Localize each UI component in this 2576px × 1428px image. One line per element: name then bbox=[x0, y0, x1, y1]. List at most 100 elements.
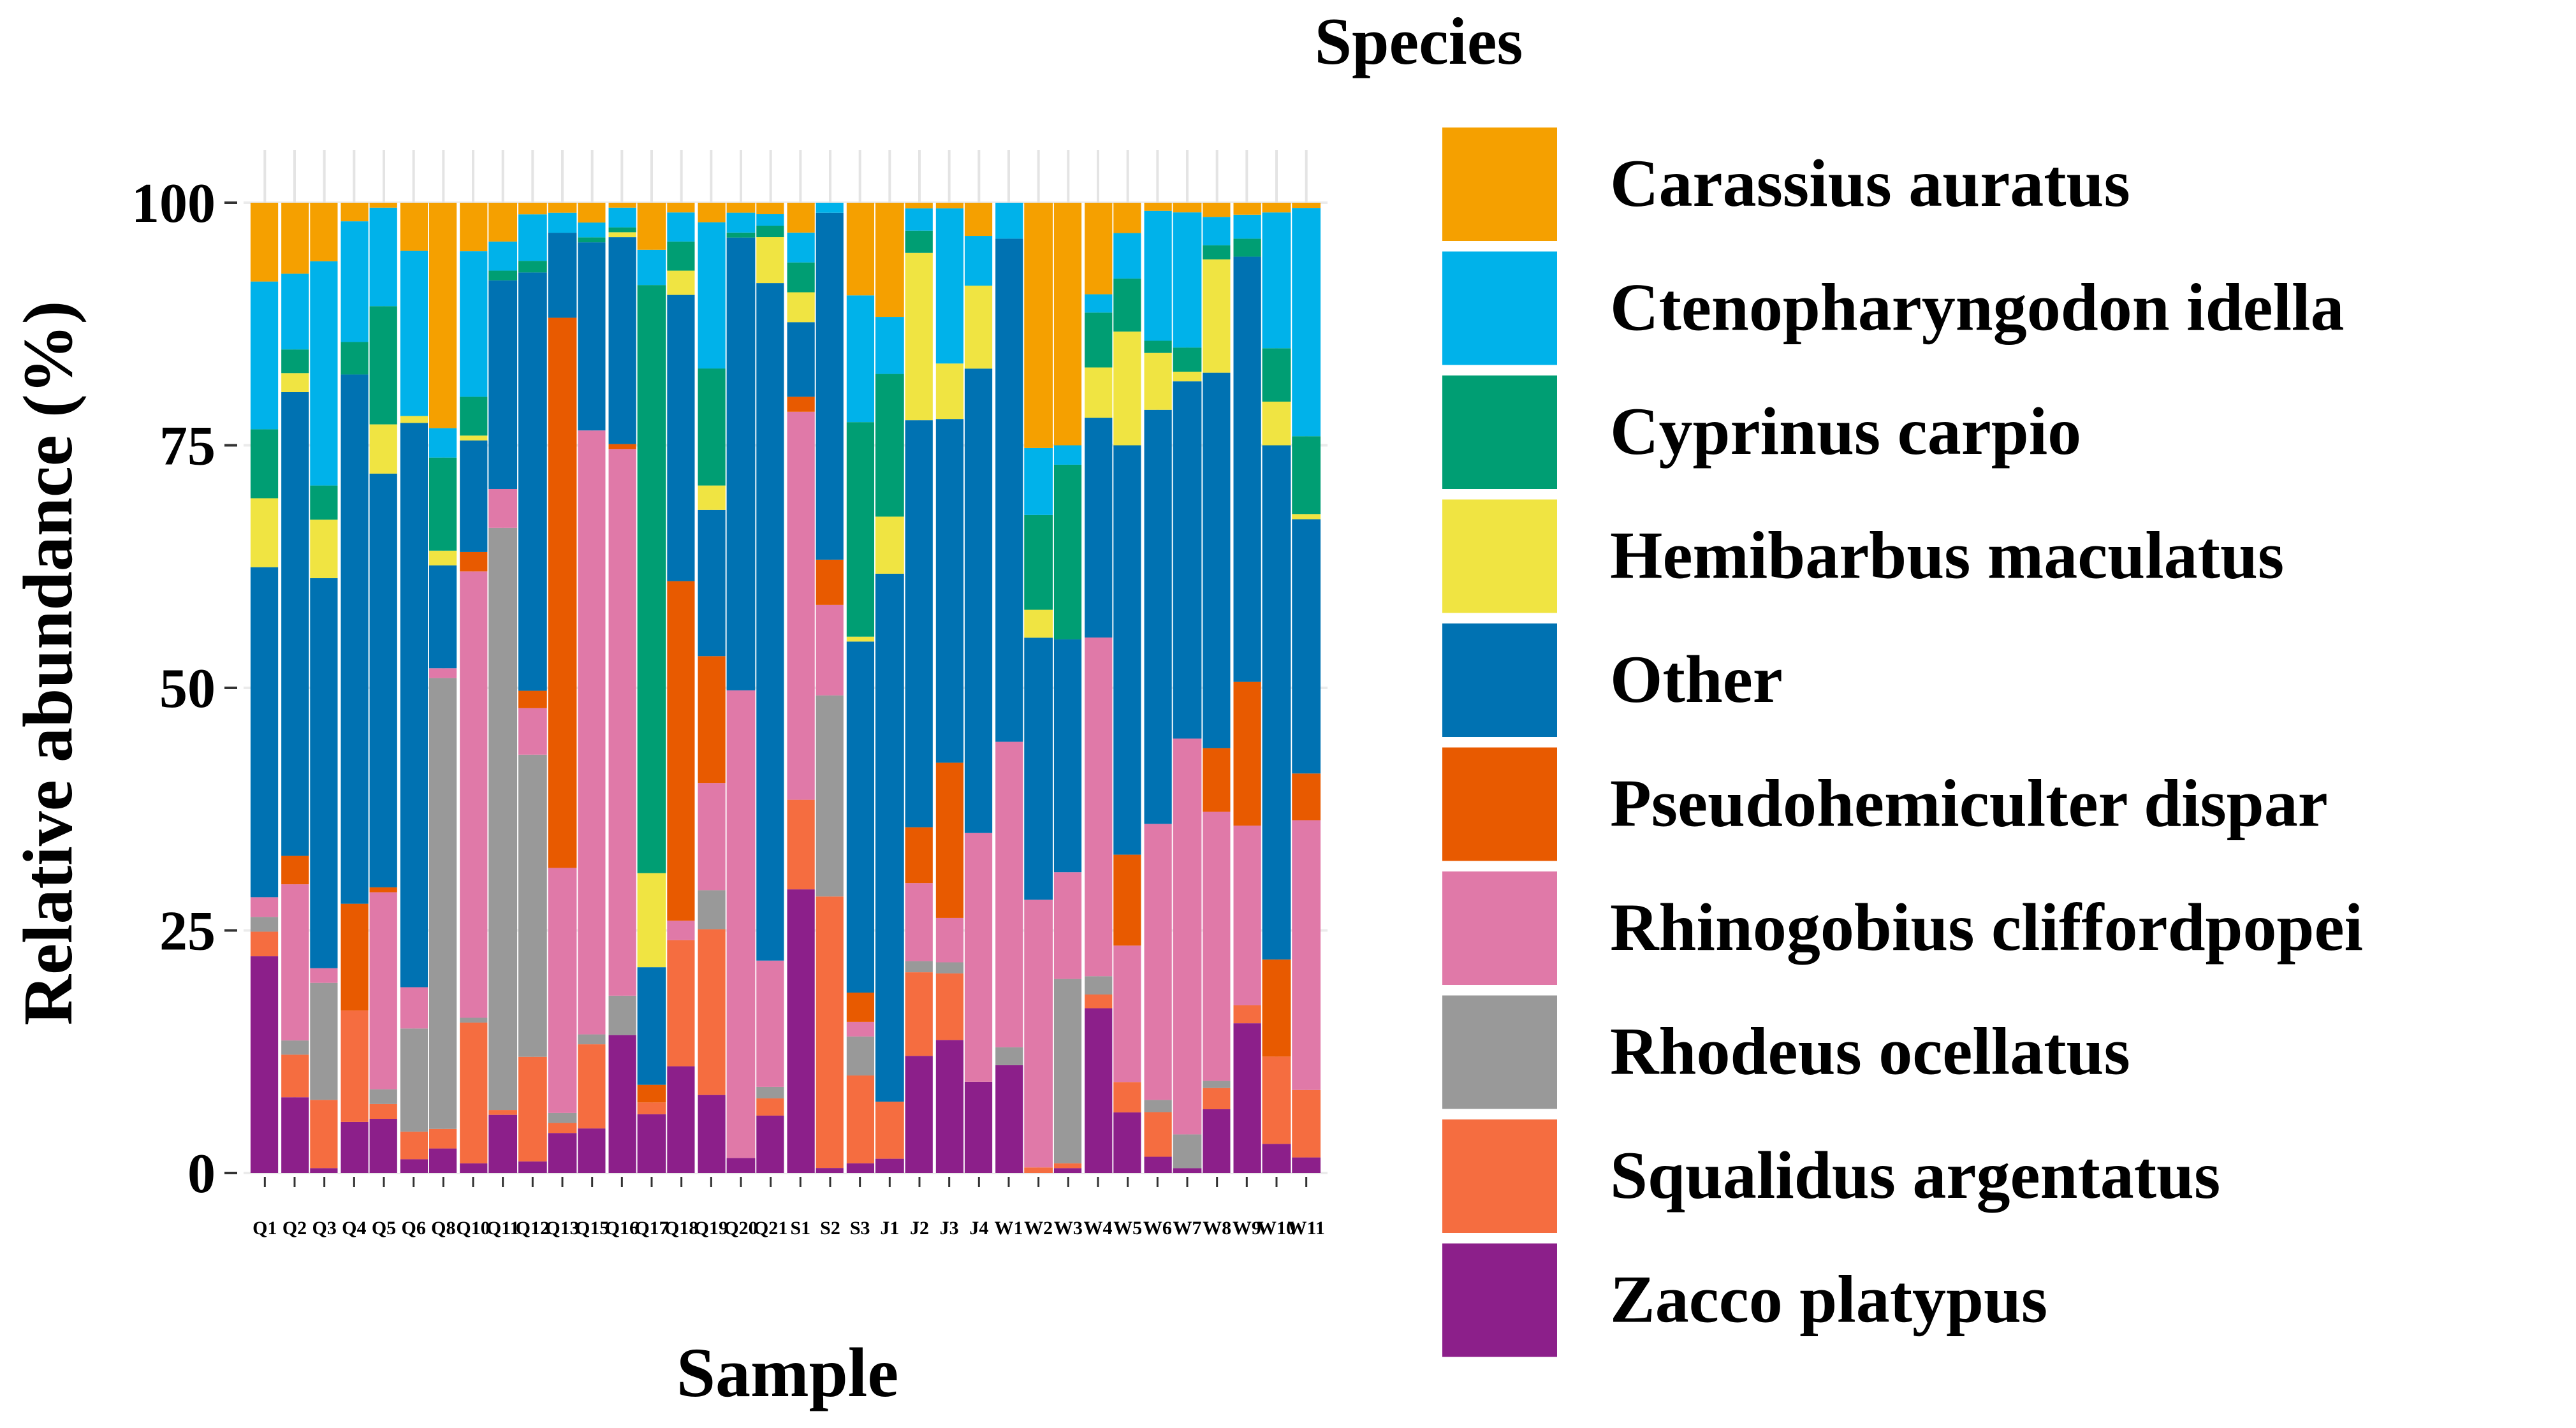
bar-segment-s2-squalidus-argentatus bbox=[816, 896, 845, 1169]
bar-segment-q21-rhinogobius-cliffordpopei bbox=[756, 960, 786, 1087]
x-tick-label-j4: J4 bbox=[969, 1218, 988, 1239]
bar-segment-w6-hemibarbus-maculatus bbox=[1143, 353, 1172, 410]
bar-segment-s2-rhinogobius-cliffordpopei bbox=[816, 604, 845, 696]
x-tick-label-w7: W7 bbox=[1173, 1218, 1202, 1239]
bar-segment-q17-other bbox=[637, 967, 666, 1085]
bar-segment-w4-rhinogobius-cliffordpopei bbox=[1083, 638, 1113, 977]
bar-segment-j1-other bbox=[875, 573, 904, 1102]
bar-segment-q2-rhinogobius-cliffordpopei bbox=[280, 884, 309, 1041]
bar-segment-w8-ctenopharyngodon-idella bbox=[1203, 217, 1232, 245]
bar-segment-j3-zacco-platypus bbox=[935, 1040, 964, 1173]
bar-segment-q20-cyprinus-carpio bbox=[726, 232, 756, 238]
bar-segment-q5-pseudohemiculter-dispar bbox=[369, 887, 399, 892]
bar-segment-j4-zacco-platypus bbox=[964, 1081, 993, 1173]
bar-segment-q5-rhinogobius-cliffordpopei bbox=[369, 892, 399, 1089]
y-axis: 0 25 50 75 100 bbox=[131, 173, 237, 1205]
y-tick-label-0: 0 bbox=[187, 1143, 216, 1205]
bar-segment-q13-pseudohemiculter-dispar bbox=[548, 317, 577, 868]
bar-segment-w9-zacco-platypus bbox=[1232, 1023, 1261, 1173]
bar-segment-q2-cyprinus-carpio bbox=[280, 349, 309, 374]
bar-segment-q4-ctenopharyngodon-idella bbox=[339, 221, 369, 342]
bar-segment-q2-ctenopharyngodon-idella bbox=[280, 273, 309, 350]
bar-segment-q21-other bbox=[756, 283, 786, 961]
bar-segment-q20-rhinogobius-cliffordpopei bbox=[726, 690, 756, 1158]
legend-label-pseudohemiculter-dispar: Pseudohemiculter dispar bbox=[1610, 766, 2328, 841]
bar-segment-w1-zacco-platypus bbox=[994, 1065, 1023, 1173]
bar-segment-q16-cyprinus-carpio bbox=[607, 227, 636, 233]
bar-segment-q19-cyprinus-carpio bbox=[696, 368, 726, 486]
bar-segment-w4-other bbox=[1083, 418, 1113, 638]
bar-segment-q16-carassius-auratus bbox=[607, 203, 636, 208]
bar-segment-j4-rhinogobius-cliffordpopei bbox=[964, 833, 993, 1082]
bar-segment-w11-carassius-auratus bbox=[1292, 203, 1321, 208]
bar-segment-q10-pseudohemiculter-dispar bbox=[458, 551, 488, 572]
bar-segment-w8-rhodeus-ocellatus bbox=[1203, 1081, 1232, 1088]
bar-segment-q3-carassius-auratus bbox=[310, 203, 339, 261]
bar-segment-q20-carassius-auratus bbox=[726, 203, 756, 213]
bar-segment-q19-ctenopharyngodon-idella bbox=[696, 222, 726, 369]
bar-segment-w8-other bbox=[1203, 372, 1232, 748]
bar-segment-w9-pseudohemiculter-dispar bbox=[1232, 681, 1261, 826]
bar-segment-q1-cyprinus-carpio bbox=[250, 429, 279, 499]
bar-segment-q1-ctenopharyngodon-idella bbox=[250, 281, 279, 430]
bar-segment-q11-squalidus-argentatus bbox=[488, 1110, 518, 1115]
bar-segment-q17-pseudohemiculter-dispar bbox=[637, 1084, 666, 1103]
y-tick-label-75: 75 bbox=[159, 416, 216, 477]
bar-segment-j3-other bbox=[935, 419, 964, 763]
bar-segment-q12-rhinogobius-cliffordpopei bbox=[518, 708, 547, 755]
bar-segment-q21-ctenopharyngodon-idella bbox=[756, 214, 786, 226]
bar-segment-w8-zacco-platypus bbox=[1203, 1109, 1232, 1173]
bar-segment-w1-ctenopharyngodon-idella bbox=[994, 203, 1023, 239]
x-tick-label-w10: W10 bbox=[1257, 1218, 1296, 1239]
bar-segment-j1-zacco-platypus bbox=[875, 1158, 904, 1173]
bar-segment-q21-carassius-auratus bbox=[756, 203, 786, 215]
bar-segment-q1-rhinogobius-cliffordpopei bbox=[250, 897, 279, 917]
bar-segment-q6-rhodeus-ocellatus bbox=[399, 1028, 428, 1132]
bar-segment-w9-other bbox=[1232, 256, 1261, 682]
bar-segment-w11-hemibarbus-maculatus bbox=[1292, 514, 1321, 520]
legend-swatch-squalidus-argentatus bbox=[1442, 1119, 1557, 1233]
bar-segment-q12-cyprinus-carpio bbox=[518, 261, 547, 273]
bar-segment-w11-squalidus-argentatus bbox=[1292, 1089, 1321, 1158]
bar-segment-j4-ctenopharyngodon-idella bbox=[964, 236, 993, 286]
legend-label-squalidus-argentatus: Squalidus argentatus bbox=[1610, 1138, 2220, 1213]
bar-segment-q3-rhodeus-ocellatus bbox=[310, 982, 339, 1100]
bar-segment-q19-rhinogobius-cliffordpopei bbox=[696, 783, 726, 891]
bar-segment-w6-ctenopharyngodon-idella bbox=[1143, 210, 1172, 341]
bar-segment-w5-pseudohemiculter-dispar bbox=[1113, 854, 1143, 946]
x-tick-label-q4: Q4 bbox=[342, 1218, 366, 1239]
bar-segment-q12-zacco-platypus bbox=[518, 1161, 547, 1173]
bar-segment-q5-squalidus-argentatus bbox=[369, 1104, 399, 1119]
bar-segment-w6-squalidus-argentatus bbox=[1143, 1112, 1172, 1157]
bar-segment-q16-zacco-platypus bbox=[607, 1035, 636, 1173]
bar-segment-s3-rhinogobius-cliffordpopei bbox=[845, 1021, 875, 1037]
bar-segment-q4-other bbox=[339, 374, 369, 904]
bar-segment-w8-carassius-auratus bbox=[1203, 203, 1232, 217]
bar-segment-w4-squalidus-argentatus bbox=[1083, 994, 1113, 1009]
bar-segment-q1-carassius-auratus bbox=[250, 203, 279, 282]
bar-segment-q6-carassius-auratus bbox=[399, 203, 428, 251]
legend-label-cyprinus-carpio: Cyprinus carpio bbox=[1610, 394, 2081, 469]
bar-segment-w2-rhinogobius-cliffordpopei bbox=[1024, 900, 1053, 1168]
bar-segment-q18-squalidus-argentatus bbox=[667, 940, 696, 1067]
x-tick-label-q17: Q17 bbox=[634, 1218, 668, 1239]
bar-segment-q5-rhodeus-ocellatus bbox=[369, 1089, 399, 1104]
bar-segment-q5-other bbox=[369, 473, 399, 887]
bar-segment-q10-ctenopharyngodon-idella bbox=[458, 251, 488, 397]
bar-segment-w9-ctenopharyngodon-idella bbox=[1232, 214, 1261, 239]
x-tick-label-s2: S2 bbox=[820, 1218, 840, 1239]
bar-segment-q6-other bbox=[399, 423, 428, 987]
x-tick-label-j3: J3 bbox=[940, 1218, 959, 1239]
bar-segment-q3-ctenopharyngodon-idella bbox=[310, 261, 339, 486]
bar-segment-q17-carassius-auratus bbox=[637, 203, 666, 250]
bar-segment-s1-squalidus-argentatus bbox=[786, 799, 815, 890]
bar-segment-q11-cyprinus-carpio bbox=[488, 270, 518, 280]
bar-segment-q18-hemibarbus-maculatus bbox=[667, 270, 696, 295]
bar-segment-q8-rhinogobius-cliffordpopei bbox=[428, 668, 458, 678]
x-tick-label-q1: Q1 bbox=[252, 1218, 277, 1239]
bar-segment-q8-squalidus-argentatus bbox=[428, 1128, 458, 1149]
bar-segment-j1-ctenopharyngodon-idella bbox=[875, 317, 904, 374]
bar-segment-q18-carassius-auratus bbox=[667, 203, 696, 213]
bar-segment-j2-other bbox=[905, 420, 934, 827]
